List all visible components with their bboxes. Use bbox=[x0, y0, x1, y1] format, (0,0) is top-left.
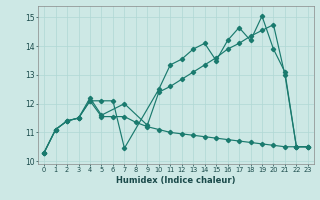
X-axis label: Humidex (Indice chaleur): Humidex (Indice chaleur) bbox=[116, 176, 236, 185]
